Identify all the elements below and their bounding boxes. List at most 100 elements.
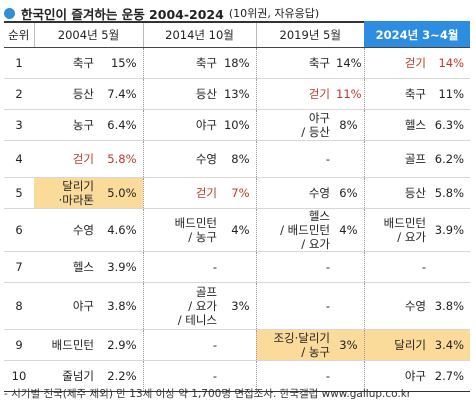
sport-name-cell: 야구 <box>142 109 223 141</box>
percent-value-cell <box>223 360 256 392</box>
percent-value-cell <box>336 282 364 330</box>
percent-value-cell: 4% <box>336 208 364 252</box>
sport-name-cell: 배드민턴 <box>34 329 100 361</box>
sport-name-cell: 조깅·달리기 / 농구 <box>255 329 336 361</box>
sport-name-cell: 헬스 / 배드민턴 / 요가 <box>255 208 336 252</box>
title-main: 한국인이 즐겨하는 운동 2004-2024 <box>21 6 224 22</box>
percent-value-cell: 6.3% <box>432 109 470 141</box>
rank-cell: 3 <box>4 109 34 141</box>
column-header-2004: 2004년 5월 <box>33 21 143 48</box>
percent-value-cell: 8% <box>223 140 256 178</box>
rank-cell: 6 <box>4 208 34 252</box>
sport-name-cell: 야구 / 등산 <box>255 109 336 141</box>
rank-cell: 5 <box>4 177 34 209</box>
sport-name-cell: 농구 <box>34 109 100 141</box>
table-row: 6 수영 4.6% 배드민턴 / 농구 4% 헬스 / 배드민턴 / 요가 4% 배드민턴 / 요가 3… <box>4 208 470 252</box>
sport-name-cell: 헬스 <box>363 109 432 141</box>
sport-name-cell: 골프 <box>363 140 432 178</box>
sport-name-cell: 축구 <box>142 47 223 79</box>
table-row: 10 줄넘기 2.2% - - 야구 2.7% <box>4 360 470 392</box>
percent-value-cell: 3% <box>336 329 364 361</box>
percent-value-cell: 18% <box>223 47 256 79</box>
sport-name-cell: - <box>255 251 336 283</box>
sport-name-cell: 골프 / 요가 / 테니스 <box>142 282 223 330</box>
sport-name-cell: 배드민턴 / 농구 <box>142 208 223 252</box>
percent-value-cell: 4.6% <box>100 208 143 252</box>
sport-name-cell: - <box>255 282 336 330</box>
sport-name-cell: 수영 <box>142 140 223 178</box>
table-row: 9 배드민턴 2.9% - 조깅·달리기 / 농구 3% 달리기 3.4% <box>4 329 470 361</box>
rank-header: 순위 <box>4 21 34 48</box>
percent-value-cell: 13% <box>223 78 256 110</box>
rank-cell: 7 <box>4 251 34 283</box>
percent-value-cell <box>223 329 256 361</box>
sport-name-cell: 걷기 <box>34 140 100 178</box>
sport-name-cell: 등산 <box>34 78 100 110</box>
table-row: 8 야구 3.8% 골프 / 요가 / 테니스 3% - 수영 3.8% <box>4 282 470 330</box>
sport-name-cell: - <box>142 251 223 283</box>
percent-value-cell: 2.9% <box>100 329 143 361</box>
percent-value-cell: 5.0% <box>100 177 143 209</box>
percent-value-cell: 5.8% <box>100 140 143 178</box>
sport-name-cell: 걷기 <box>255 78 336 110</box>
table-body: 1 축구 15% 축구 18% 축구 14% 걷기 14% 2 등산 7.4% 등산 13% 걷기 11% 축구… <box>4 47 470 392</box>
sport-name-cell: 달리기 ·마라톤 <box>34 177 100 209</box>
percent-value-cell: 3.4% <box>432 329 470 361</box>
rank-cell: 4 <box>4 140 34 178</box>
table-row: 4 걷기 5.8% 수영 8% - 골프 6.2% <box>4 140 470 178</box>
percent-value-cell: 4% <box>223 208 256 252</box>
sport-name-cell: - <box>142 329 223 361</box>
sport-name-cell: 수영 <box>363 282 432 330</box>
chart-title: 한국인이 즐겨하는 운동 2004-2024 (10위권, 자유응답) <box>4 4 319 22</box>
rank-cell: 1 <box>4 47 34 79</box>
percent-value-cell <box>432 251 470 283</box>
table-row: 2 등산 7.4% 등산 13% 걷기 11% 축구 11% <box>4 78 470 110</box>
percent-value-cell: 6.2% <box>432 140 470 178</box>
percent-value-cell: 6% <box>336 177 364 209</box>
rank-cell: 8 <box>4 282 34 330</box>
sport-name-cell: 야구 <box>363 360 432 392</box>
percent-value-cell <box>336 251 364 283</box>
sport-name-cell: - <box>255 360 336 392</box>
percent-value-cell <box>336 140 364 178</box>
title-subtitle: (10위권, 자유응답) <box>228 7 320 20</box>
sport-name-cell: 축구 <box>255 47 336 79</box>
sport-name-cell: 등산 <box>363 177 432 209</box>
sport-name-cell: 걷기 <box>363 47 432 79</box>
percent-value-cell: 3.9% <box>432 208 470 252</box>
percent-value-cell: 2.2% <box>100 360 143 392</box>
table-row: 5 달리기 ·마라톤 5.0% 걷기 7% 수영 6% 등산 5.8% <box>4 177 470 209</box>
table-row: 3 농구 6.4% 야구 10% 야구 / 등산 8% 헬스 6.3% <box>4 109 470 141</box>
column-header-2014: 2014년 10월 <box>142 21 256 48</box>
percent-value-cell: 10% <box>223 109 256 141</box>
sport-name-cell: 축구 <box>34 47 100 79</box>
rank-cell: 2 <box>4 78 34 110</box>
percent-value-cell: 8% <box>336 109 364 141</box>
sport-name-cell: 걷기 <box>142 177 223 209</box>
percent-value-cell: 11% <box>432 78 470 110</box>
column-header-2019: 2019년 5월 <box>255 21 364 48</box>
sport-name-cell: - <box>363 251 432 283</box>
rank-cell: 10 <box>4 360 34 392</box>
percent-value-cell: 3% <box>223 282 256 330</box>
rank-cell: 9 <box>4 329 34 361</box>
ranking-table: 순위 2004년 5월 2014년 10월 2019년 5월 2024년 3~4… <box>4 21 470 392</box>
sport-name-cell: 야구 <box>34 282 100 330</box>
percent-value-cell: 6.4% <box>100 109 143 141</box>
title-bullet-icon <box>4 7 15 19</box>
percent-value-cell: 2.7% <box>432 360 470 392</box>
sport-name-cell: 배드민턴 / 요가 <box>363 208 432 252</box>
sport-name-cell: 헬스 <box>34 251 100 283</box>
percent-value-cell <box>336 360 364 392</box>
sport-name-cell: - <box>255 140 336 178</box>
percent-value-cell: 3.9% <box>100 251 143 283</box>
footnote: - 시기별 전국(제주 제외) 만 13세 이상 약 1,700명 면접조사. … <box>4 388 412 400</box>
table-row: 1 축구 15% 축구 18% 축구 14% 걷기 14% <box>4 47 470 79</box>
percent-value-cell: 14% <box>432 47 470 79</box>
sport-name-cell: 수영 <box>34 208 100 252</box>
column-header-2024: 2024년 3~4월 <box>364 21 470 48</box>
sport-name-cell: - <box>142 360 223 392</box>
percent-value-cell <box>223 251 256 283</box>
sport-name-cell: 등산 <box>142 78 223 110</box>
percent-value-cell: 5.8% <box>432 177 470 209</box>
